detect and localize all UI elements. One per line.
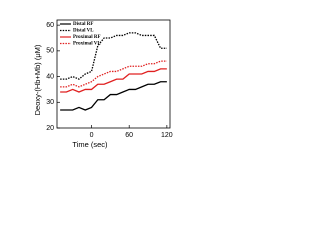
legend-label: Proximal RF — [73, 35, 101, 40]
chart: Time (sec) Deoxy-(Hb+Mb) (μM) 20 30 40 50 60… — [33, 19, 173, 149]
y-tick-label: 30 — [46, 99, 54, 106]
series-line — [60, 60, 167, 88]
x-axis-label: Time (sec) — [72, 140, 108, 149]
legend-label: Distal RF — [73, 22, 93, 27]
y-axis-label: Deoxy-(Hb+Mb) (μM) — [33, 44, 42, 115]
x-tick-label: 60 — [125, 132, 133, 139]
series-line — [60, 81, 167, 111]
y-tick-label: 20 — [46, 125, 54, 132]
plot-frame — [56, 19, 171, 129]
x-tick-label: 0 — [90, 132, 94, 139]
series-line — [60, 68, 167, 93]
x-tick-label: 120 — [161, 132, 173, 139]
y-tick-label: 50 — [46, 48, 54, 55]
y-tick-label: 60 — [46, 22, 54, 29]
legend-label: Distal VL — [73, 29, 94, 34]
legend-label: Proximal VL — [73, 42, 101, 47]
y-tick-label: 40 — [46, 73, 54, 80]
